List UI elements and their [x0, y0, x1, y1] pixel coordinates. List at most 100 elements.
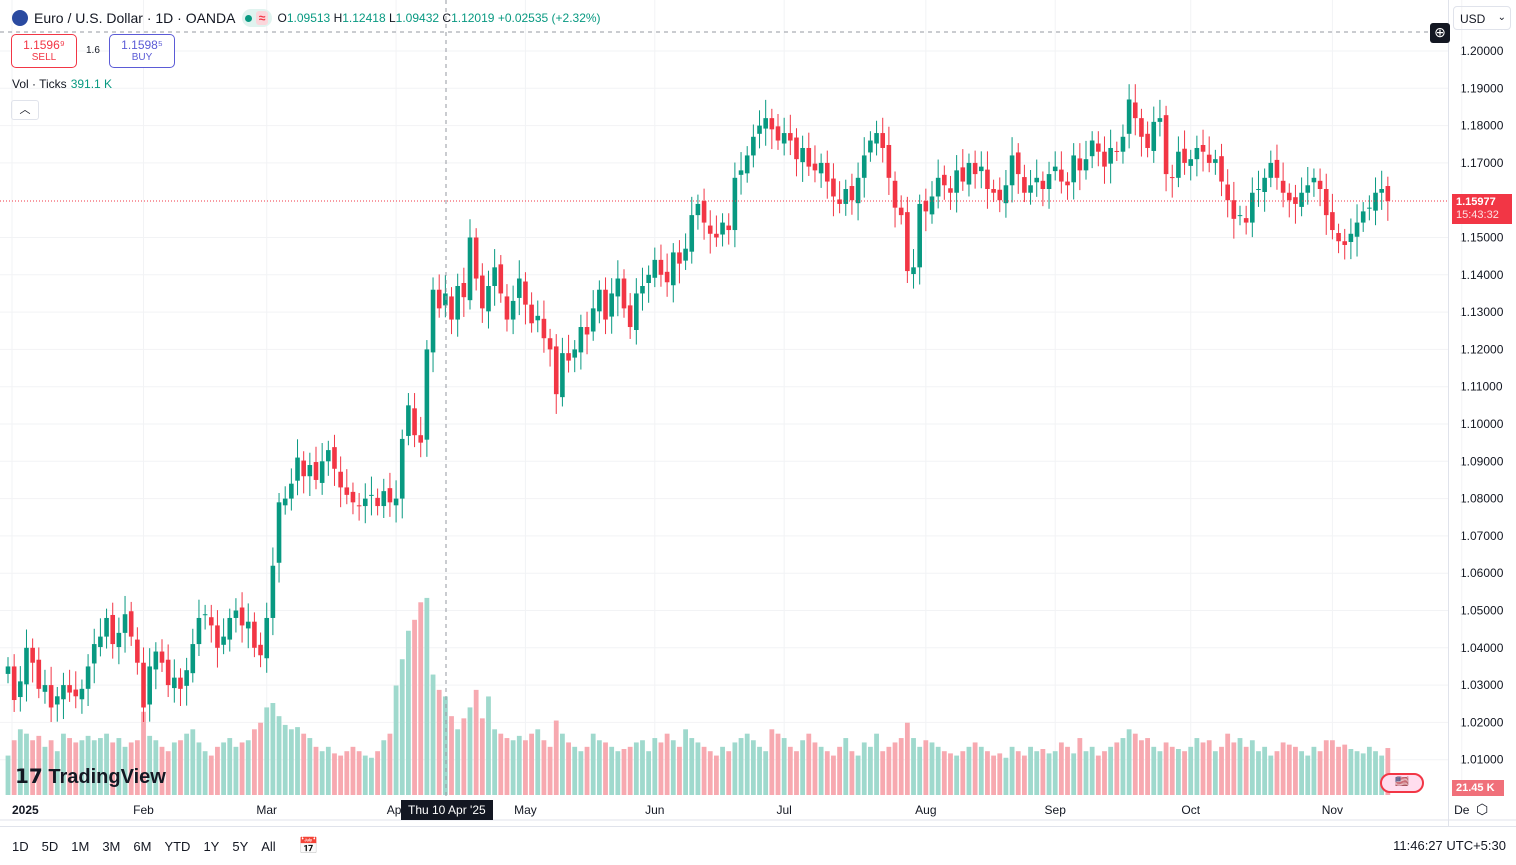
candle	[282, 498, 288, 506]
volume-bar	[1046, 753, 1052, 795]
candle	[375, 497, 380, 507]
range-1y[interactable]: 1Y	[203, 838, 220, 854]
volume-bar	[1286, 744, 1292, 795]
volume-bar	[603, 742, 608, 795]
volume-bar	[744, 733, 750, 795]
volume-bar	[17, 729, 23, 795]
volume-bar	[800, 740, 806, 795]
candle	[751, 136, 756, 156]
sell-button[interactable]: 1.1596⁹ SELL	[11, 34, 77, 68]
candle	[1176, 151, 1181, 178]
volume-bar	[904, 722, 910, 795]
volume-bar	[997, 753, 1003, 795]
volume-bar	[332, 753, 337, 795]
candle	[929, 196, 935, 215]
tradingview-watermark: 𝟭𝟳 TradingView	[15, 764, 166, 789]
candle	[116, 632, 122, 648]
watermark-text: TradingView	[48, 766, 166, 788]
range-6m[interactable]: 6M	[133, 838, 152, 854]
volume-bar	[837, 746, 842, 795]
volume-bar	[917, 746, 923, 795]
volume-bar	[547, 746, 553, 795]
volume-bar	[221, 742, 226, 795]
clock[interactable]: 11:46:27 UTC+5:30	[1393, 838, 1506, 853]
candle	[707, 225, 713, 234]
volume-bar	[720, 746, 725, 795]
candle	[369, 494, 374, 496]
market-status[interactable]: ≈	[241, 9, 272, 27]
candle	[794, 137, 799, 160]
range-1d[interactable]: 1D	[12, 838, 29, 854]
candle	[1213, 159, 1218, 163]
candle	[301, 460, 306, 477]
candle	[1250, 192, 1255, 223]
currency-select[interactable]: USD ⌄	[1453, 6, 1511, 30]
candle	[763, 118, 768, 129]
candle	[1120, 136, 1126, 152]
candle	[1348, 233, 1354, 242]
volume-bar	[1182, 751, 1187, 795]
volume-bar	[954, 755, 960, 795]
time-tick: Aug	[915, 803, 936, 817]
symbol-title[interactable]: Euro / U.S. Dollar · 1D · OANDA	[34, 10, 236, 26]
candle	[399, 438, 405, 499]
price-tick: 1.13000	[1460, 305, 1504, 319]
time-tick: Sep	[1045, 803, 1067, 817]
price-tick: 1.10000	[1460, 417, 1504, 431]
economic-events-icon[interactable]: 🇺🇸	[1380, 773, 1424, 793]
range-1m[interactable]: 1M	[71, 838, 90, 854]
collapse-legend-button[interactable]: ︿	[11, 100, 39, 120]
range-5d[interactable]: 5D	[41, 838, 59, 854]
volume-bar	[855, 755, 861, 795]
volume-bar	[757, 746, 762, 795]
volume-bar	[504, 738, 510, 795]
volume-bar	[412, 619, 417, 795]
volume-bar	[1126, 729, 1132, 795]
volume-bar	[523, 740, 528, 795]
candle	[824, 162, 830, 182]
volume-bar	[861, 742, 867, 795]
volume-bar	[941, 751, 947, 795]
buy-button[interactable]: 1.1598⁵ BUY	[109, 34, 175, 68]
volume-bar	[1139, 740, 1144, 795]
candle	[603, 289, 608, 320]
volume-bar	[467, 707, 473, 795]
volume-bar	[750, 740, 756, 795]
candle	[190, 644, 196, 674]
add-alert-plus-icon[interactable]: ⊕	[1430, 23, 1450, 43]
range-5y[interactable]: 5Y	[232, 838, 249, 854]
candle	[424, 349, 430, 440]
settings-gear-icon[interactable]: ⬡	[1476, 801, 1489, 817]
price-tick: 1.03000	[1460, 678, 1504, 692]
volume-bar	[307, 738, 313, 795]
candle	[1139, 118, 1144, 137]
volume-bar	[911, 738, 916, 795]
candle	[720, 222, 725, 235]
candle	[689, 215, 695, 252]
candle	[165, 659, 171, 686]
volume-bar	[116, 738, 122, 795]
price-chart[interactable]: 1.20000 1.19000 1.18000 1.17000 1.15000 1.140…	[0, 0, 1516, 826]
candle	[609, 293, 614, 317]
range-all[interactable]: All	[261, 838, 276, 854]
candle	[1311, 177, 1317, 183]
volume-bar	[640, 740, 645, 795]
price-tick: 1.01000	[1460, 753, 1504, 767]
volume-bar	[11, 740, 17, 795]
range-ytd[interactable]: YTD	[164, 838, 191, 854]
candle	[923, 200, 929, 212]
volume-bar	[196, 742, 202, 795]
volume-bar	[1336, 746, 1341, 795]
volume-bar	[1077, 738, 1083, 795]
candle	[942, 174, 947, 186]
candle	[560, 353, 565, 398]
candle	[1373, 192, 1378, 211]
volume-bar	[313, 746, 319, 795]
volume-bar	[1040, 749, 1046, 795]
candle	[812, 163, 818, 171]
range-3m[interactable]: 3M	[102, 838, 121, 854]
price-axis-border	[1448, 0, 1449, 826]
date-range-calendar-icon[interactable]: 📅	[298, 838, 319, 855]
bottom-toolbar: 1D 5D 1M 3M 6M YTD 1Y 5Y All 📅	[0, 826, 1516, 865]
volume-bar	[966, 746, 972, 795]
